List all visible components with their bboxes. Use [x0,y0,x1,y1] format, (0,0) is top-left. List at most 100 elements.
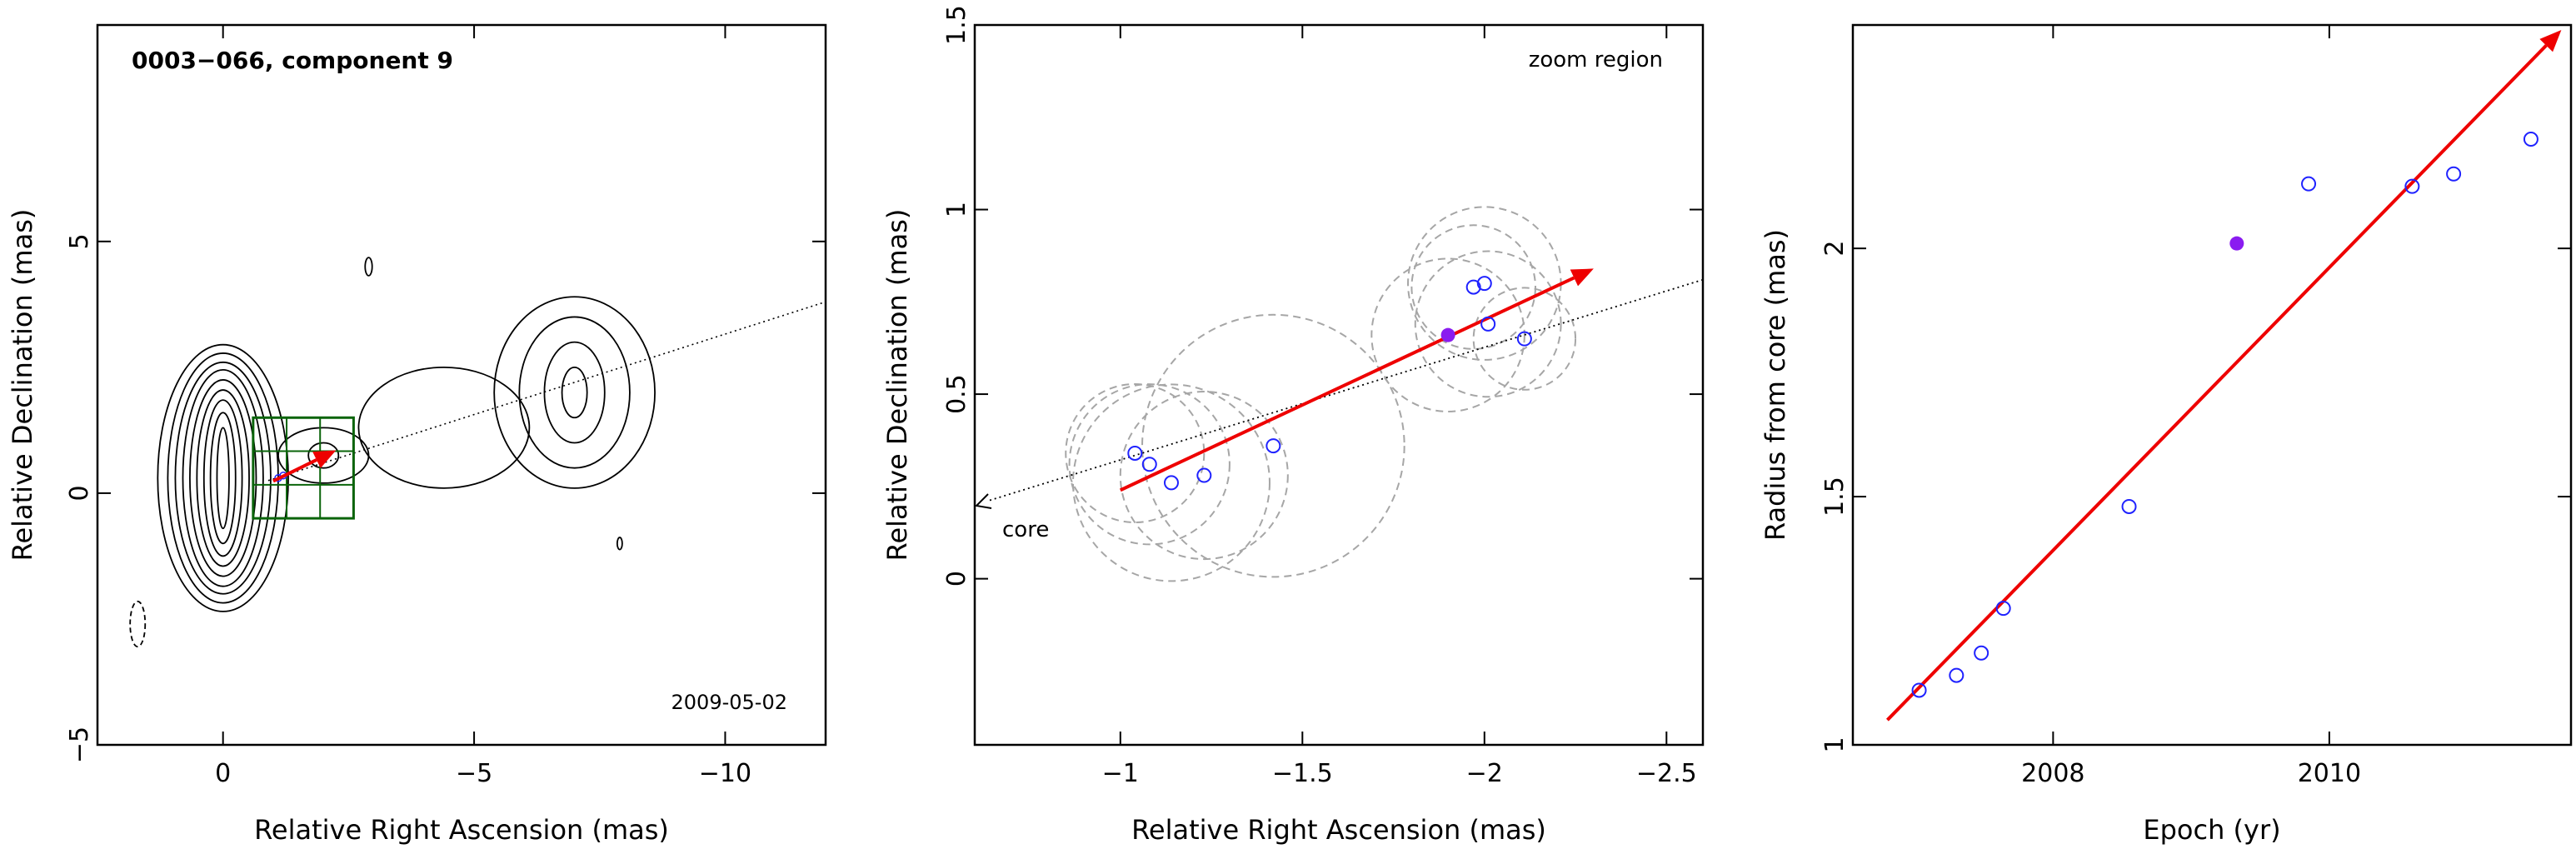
plot-frame [1851,23,2573,747]
ejection-line [267,301,826,482]
contour-knot [307,442,340,469]
overlay-marks [1886,29,2562,722]
contour-lobe [543,341,606,444]
x-axis-title: Epoch (yr) [2143,814,2280,846]
contour-core [202,399,243,557]
y-tick-label: 0 [65,485,94,501]
epoch-point [2301,176,2317,192]
y-tick-label: 1 [942,202,971,217]
epoch-point [1949,667,1964,683]
epoch-point [1141,457,1157,472]
epoch-point [1516,331,1532,347]
epoch-point [1465,279,1481,295]
uncertainty-circle [1065,382,1206,523]
core-direction-arrowhead [975,493,992,509]
contour-lobe [561,366,588,419]
contour-island [616,537,623,551]
plot-frame [973,23,1705,747]
y-tick-label: −5 [65,727,94,763]
uncertainty-circle [1071,383,1271,582]
x-tick-label: −1.5 [1272,759,1333,788]
epoch-date-label: 2009-05-02 [671,691,787,714]
epoch-point [1911,682,1927,698]
x-tick-label: 2010 [2298,759,2361,788]
x-axis-title: Relative Right Ascension (mas) [254,814,669,846]
epoch-point [1995,601,2011,617]
ejection-line [989,278,1703,502]
uncertainty-circle [1472,287,1577,391]
uncertainty-circle [1410,224,1536,350]
zoom-region-label: zoom region [1529,47,1663,72]
motion-arrow [272,458,317,483]
epoch-point [1476,276,1492,292]
x-tick-label: 0 [215,759,231,788]
map-title: 0003−066, component 9 [132,47,453,74]
fit-arrow [1886,44,2548,722]
uncertainty-circle [1141,313,1405,578]
motion-arrow-head [312,450,337,468]
highlight-epoch-point [2229,236,2244,251]
uncertainty-circle [1119,391,1289,561]
uncertainty-circle [1414,250,1562,398]
contour-core [174,361,272,595]
overlay-marks [975,206,1703,582]
epoch-point [2446,166,2462,182]
contour-knot [277,427,370,484]
contour-lobe [518,316,631,469]
epoch-point [2404,178,2420,194]
zoom-box [252,416,355,520]
core-label: core [1002,517,1049,542]
epoch-point [1266,438,1281,454]
y-tick-label: 1.5 [1820,477,1850,517]
uncertainty-circle [1407,206,1562,361]
contour-envelope [357,366,531,489]
plot-frame [96,23,827,747]
contour-island [364,257,373,277]
fit-arrow-head [2539,29,2562,52]
panel-zoom-region: −1 −1.5 −2 −2.5 0 0.5 1 1.5 zoom region core Re… [881,5,1705,846]
tick-labels: −1 −1.5 −2 −2.5 0 0.5 1 1.5 [942,5,1697,788]
x-tick-label: −2 [1466,759,1503,788]
panel-contour-map: 0 −5 −10 −5 0 5 0003−066, component 9 2009-05… [7,23,827,846]
contour-core [216,427,230,530]
y-tick-label: 0 [942,571,971,587]
contour-core [157,343,289,612]
contour-core [189,379,257,577]
contour-core [196,389,250,567]
x-axis-title: Relative Right Ascension (mas) [1131,814,1546,846]
epoch-point [1974,645,1989,661]
motion-arrow-head [1570,268,1594,287]
uncertainty-circle [1068,383,1231,546]
y-tick-label: 5 [65,233,94,249]
uncertainty-circle [1370,257,1525,412]
tick-marks [975,24,1703,745]
epoch-point [1480,316,1496,332]
contour-set [129,257,656,648]
y-axis-title: Relative Declination (mas) [881,209,913,562]
x-tick-label: 2008 [2021,759,2084,788]
highlight-epoch-point [1440,327,1455,342]
contour-negative [129,600,147,648]
x-tick-label: −10 [699,759,751,788]
overlay-marks [252,301,826,520]
y-axis-title: Relative Declination (mas) [7,209,38,562]
y-tick-label: 1 [1820,737,1850,752]
epoch-point [1196,467,1212,483]
contour-core [209,412,237,545]
tick-labels: 2008 2010 1 1.5 2 [1820,241,2361,788]
tick-marks [97,25,826,746]
epoch-point [1127,445,1143,461]
epoch-point [2523,132,2539,147]
contour-core [182,368,264,587]
motion-arrow [1119,276,1575,492]
epoch-point [1163,475,1179,491]
x-tick-label: −5 [456,759,492,788]
tick-marks [1853,25,2571,746]
y-tick-label: 0.5 [942,374,971,414]
y-axis-title: Radius from core (mas) [1760,229,1791,541]
x-tick-label: −2.5 [1636,759,1697,788]
panel-radius-epoch: 2008 2010 1 1.5 2 Epoch (yr) Radius from cor… [1760,23,2573,846]
y-tick-label: 1.5 [942,5,971,45]
x-tick-label: −1 [1102,759,1139,788]
